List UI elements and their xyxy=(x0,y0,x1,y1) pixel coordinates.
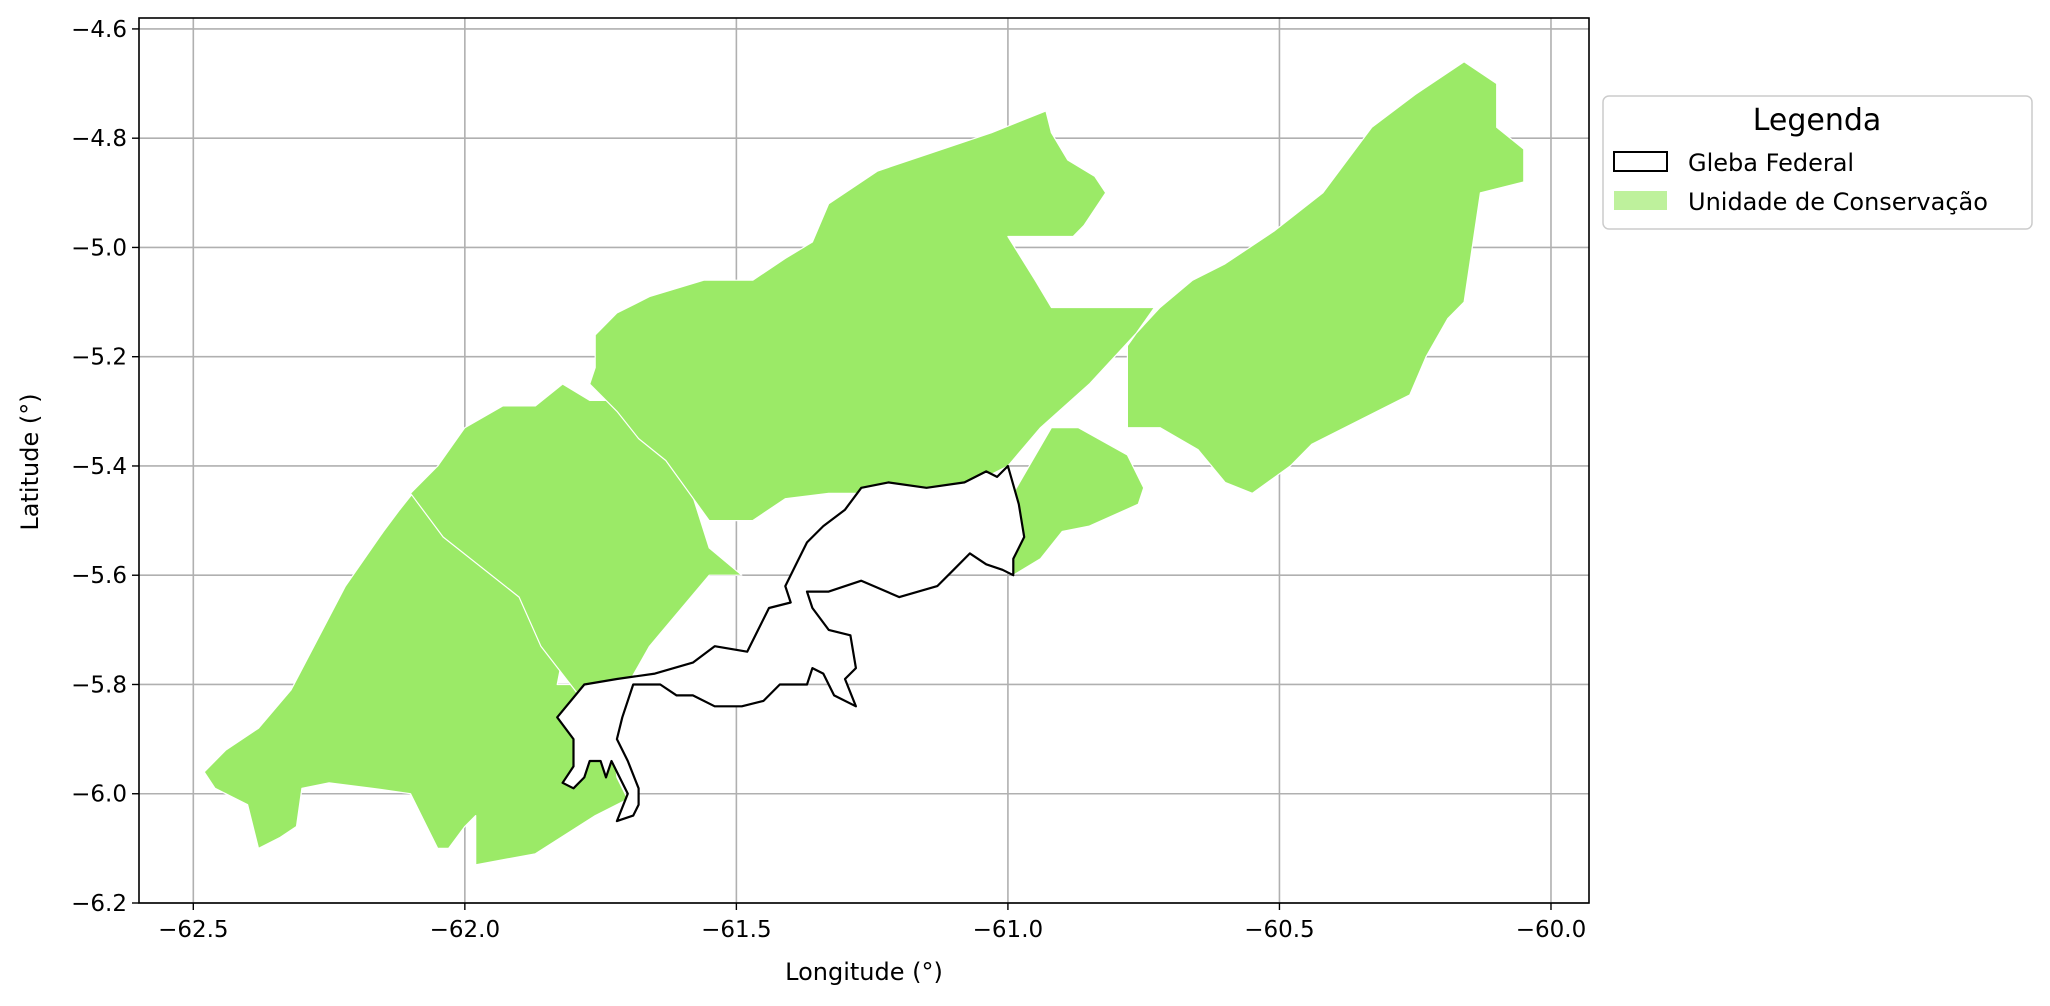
y-tick-label: −5.4 xyxy=(71,454,127,480)
legend-swatch-unidade-de-conservacao xyxy=(1614,191,1667,210)
x-tick-label: −60.5 xyxy=(1244,917,1314,943)
y-tick-label: −5.8 xyxy=(71,672,127,698)
y-tick-label: −4.8 xyxy=(71,126,127,152)
conservation-unit-polygon xyxy=(589,61,1525,522)
y-axis: −4.6 −4.8 −5.0 −5.2 −5.4 −5.6 −5.8 −6.0 −6.2 xyxy=(71,17,139,917)
legend: Legenda Gleba Federal Unidade de Conserv… xyxy=(1602,95,2033,230)
legend-label-unidade-de-conservacao: Unidade de Conservação xyxy=(1688,188,1988,216)
legend-title: Legenda xyxy=(1753,103,1882,138)
conservation-units-layer xyxy=(203,61,1525,866)
y-tick-label: −5.2 xyxy=(71,345,127,371)
y-tick-label: −6.0 xyxy=(71,782,127,808)
y-tick-label: −4.6 xyxy=(71,17,127,43)
conservation-unit-polygon xyxy=(409,383,743,696)
conservation-unit-polygon xyxy=(203,481,629,866)
plot-frame xyxy=(138,17,1590,904)
legend-label-gleba-federal: Gleba Federal xyxy=(1688,149,1854,177)
x-axis-title: Longitude (°) xyxy=(785,958,943,986)
y-axis-title: Latitude (°) xyxy=(16,393,44,530)
conservation-unit-polygon xyxy=(1012,427,1145,576)
x-tick-label: −62.5 xyxy=(158,917,228,943)
y-tick-label: −5.6 xyxy=(71,563,127,589)
gleba-federal-polygon xyxy=(556,464,1026,823)
x-tick-label: −61.0 xyxy=(973,917,1043,943)
x-axis: −62.5 −62.0 −61.5 −61.0 −60.5 −60.0 xyxy=(158,903,1586,943)
gleba-federal-layer xyxy=(556,464,1026,823)
x-tick-label: −61.5 xyxy=(701,917,771,943)
x-tick-label: −62.0 xyxy=(430,917,500,943)
legend-box xyxy=(1602,95,2033,230)
y-tick-label: −5.0 xyxy=(71,235,127,261)
legend-swatch-gleba-federal xyxy=(1613,151,1668,172)
y-tick-label: −6.2 xyxy=(71,891,127,917)
x-tick-label: −60.0 xyxy=(1516,917,1586,943)
